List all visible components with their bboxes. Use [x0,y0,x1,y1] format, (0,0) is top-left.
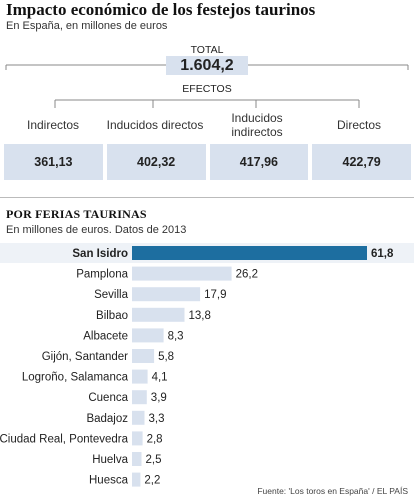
bar-san-isidro [132,246,367,260]
bar-gijon-santander [132,349,155,363]
category-value-inducidos-directos: 402,32 [106,144,206,180]
category-values-row: 361,13 402,32 417,96 422,79 [4,144,411,180]
bar-value-huelva: 2,5 [146,454,162,466]
category-label-directos: Directos [336,118,381,132]
bar-value-cuenca: 3,9 [151,392,167,404]
bar-value-logrono-salamanca: 4,1 [152,372,168,384]
bar-albacete [132,328,164,343]
bar-value-pamplona: 26,2 [236,269,258,281]
bar-label-huesca: Huesca [89,475,129,487]
bar-label-sevilla: Sevilla [94,289,128,301]
bar-label-albacete: Albacete [83,330,128,342]
bar-huesca [132,472,141,487]
bar-sevilla [132,287,201,302]
section-subtitle: En millones de euros. Datos de 2013 [6,224,187,236]
bar-label-bilbao: Bilbao [96,310,128,322]
bar-value-san-isidro: 61,8 [371,248,394,260]
category-value-indirectos: 361,13 [4,144,103,180]
bar-label-gijon-santander: Gijón, Santander [42,351,128,363]
total-label: TOTAL [190,44,224,56]
bar-label-ciudad-real-pontevedra: Ciudad Real, Pontevedra [0,433,129,445]
efectos-label: EFECTOS [182,83,232,95]
bar-label-badajoz: Badajoz [86,413,128,425]
bar-value-sevilla: 17,9 [204,289,226,301]
bar-value-bilbao: 13,8 [189,310,211,322]
bar-cuenca [132,390,147,405]
bar-pamplona [132,266,232,281]
section-divider [0,197,414,198]
bar-value-badajoz: 3,3 [149,413,165,425]
bar-label-san-isidro: San Isidro [72,248,128,260]
source-note: Fuente: 'Los toros en España' / EL PAÍS [257,486,408,496]
bar-label-huelva: Huelva [92,454,128,466]
category-label-inducidos-directos: Inducidos directos [106,118,204,132]
bar-bilbao [132,307,185,322]
bar-value-gijon-santander: 5,8 [158,351,174,363]
bar-value-ciudad-real-pontevedra: 2,8 [147,433,163,445]
category-value-inducidos-indirectos: 417,96 [209,144,309,180]
total-value: 1.604,2 [166,56,248,75]
bar-value-albacete: 8,3 [168,330,184,342]
bar-huelva [132,452,142,466]
bar-ciudad-real-pontevedra [132,431,143,446]
category-value-directos: 422,79 [312,144,411,180]
bar-logrono-salamanca [132,369,148,384]
bar-label-cuenca: Cuenca [88,392,128,404]
category-label-inducidos-indirectos: Inducidos indirectos [231,111,283,139]
bar-badajoz [132,410,145,425]
chart-subtitle: En España, en millones de euros [6,20,168,32]
category-label-indirectos: Indirectos [26,118,80,132]
bar-label-logrono-salamanca: Logroño, Salamanca [22,372,129,384]
bar-label-pamplona: Pamplona [76,269,128,281]
chart-title: Impacto económico de los festejos taurin… [6,0,316,19]
bar-value-huesca: 2,2 [144,475,160,487]
section-title: POR FERIAS TAURINAS [6,207,147,221]
